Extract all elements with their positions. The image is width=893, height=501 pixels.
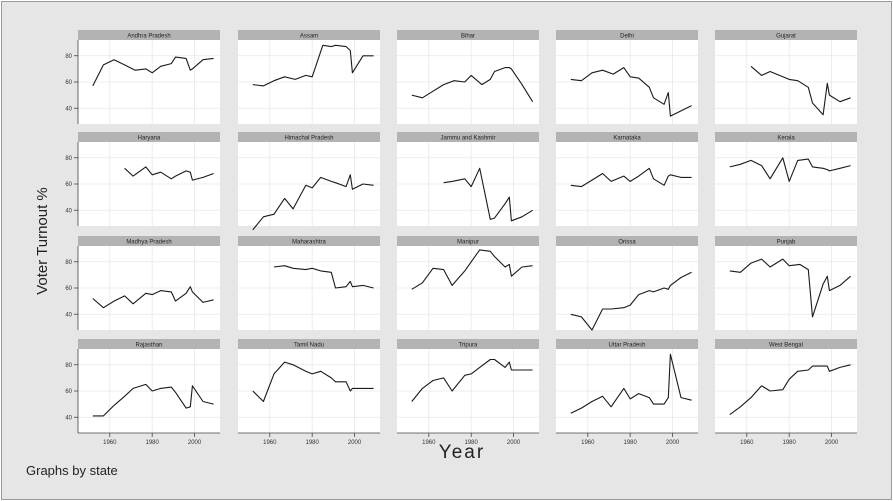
panel-title: Bihar <box>461 34 475 40</box>
x-tick-label: 2000 <box>348 440 362 446</box>
y-tick-label: 40 <box>65 415 72 421</box>
panel-title: Gujarat <box>776 34 796 40</box>
x-tick-label: 1960 <box>581 440 595 446</box>
x-tick-label: 1980 <box>145 440 159 446</box>
graphs-by-note: Graphs by state <box>26 463 118 478</box>
y-tick-label: 40 <box>65 312 72 318</box>
panel-title: Orissa <box>618 240 636 246</box>
series-line <box>570 167 692 188</box>
x-tick-label: 1960 <box>422 440 436 446</box>
panel-title: Manipur <box>457 240 479 246</box>
panel-title: Andhra Pradesh <box>127 34 170 40</box>
series-line <box>92 286 214 309</box>
panel-strip <box>397 339 539 349</box>
y-tick-label: 40 <box>65 208 72 214</box>
y-tick-label: 60 <box>65 286 72 292</box>
x-axis-label: Year <box>438 442 486 463</box>
x-tick-label: 1980 <box>464 440 478 446</box>
panel-title: Jammu and Kashmir <box>440 136 495 142</box>
panel-strip <box>715 30 857 40</box>
series-line <box>252 361 374 403</box>
x-tick-label: 1960 <box>740 440 754 446</box>
y-tick-label: 80 <box>65 54 72 60</box>
y-tick-label: 60 <box>65 80 72 86</box>
panel-strip <box>78 339 220 349</box>
panel-title: West Bengal <box>769 343 803 349</box>
panel-strip <box>238 236 380 246</box>
panel-strip <box>397 132 539 142</box>
panel-strip <box>556 236 698 246</box>
panel-title: Kerala <box>777 136 795 142</box>
x-tick-label: 1960 <box>103 440 117 446</box>
y-tick-label: 60 <box>65 389 72 395</box>
panel-title: Karnataka <box>613 136 641 142</box>
series-line <box>411 67 534 102</box>
x-tick-label: 2000 <box>188 440 202 446</box>
panel-title: Rajasthan <box>135 343 162 349</box>
panel-title: Uttar Pradesh <box>608 343 645 349</box>
series-line <box>570 353 692 414</box>
panel-title: Maharashtra <box>292 240 326 246</box>
series-line <box>92 383 214 417</box>
y-tick-label: 80 <box>65 156 72 162</box>
panel-strip <box>238 339 380 349</box>
panel-title: Haryana <box>138 136 161 142</box>
panel-strip <box>556 30 698 40</box>
panel-strip <box>238 30 380 40</box>
y-tick-label: 40 <box>65 106 72 112</box>
x-tick-label: 1980 <box>305 440 319 446</box>
series-line <box>443 167 533 222</box>
panel-title: Punjab <box>777 240 796 246</box>
y-tick-label: 80 <box>65 260 72 266</box>
y-tick-label: 80 <box>65 363 72 369</box>
panel-strip <box>715 236 857 246</box>
panel-title: Madhya Pradesh <box>126 240 171 246</box>
x-tick-label: 1980 <box>623 440 637 446</box>
x-tick-label: 2000 <box>825 440 839 446</box>
panel-title: Tamil Nadu <box>294 343 324 349</box>
x-tick-label: 2000 <box>507 440 521 446</box>
panel-strip <box>78 30 220 40</box>
series-line <box>411 249 533 290</box>
series-line <box>92 56 214 87</box>
x-tick-label: 1960 <box>263 440 277 446</box>
series-line <box>729 364 851 416</box>
y-axis-label: Voter Turnout % <box>34 187 51 295</box>
series-line <box>570 67 692 117</box>
series-line <box>729 258 851 318</box>
panel-strip <box>556 132 698 142</box>
series-line <box>570 271 692 331</box>
panel-strip <box>78 236 220 246</box>
x-tick-label: 1980 <box>782 440 796 446</box>
y-tick-label: 60 <box>65 182 72 188</box>
panel-title: Himachal Pradesh <box>284 136 333 142</box>
panel-strip <box>78 132 220 142</box>
panel-strip <box>397 30 539 40</box>
x-tick-label: 2000 <box>666 440 680 446</box>
panel-strip <box>715 132 857 142</box>
panel-title: Assam <box>300 34 318 40</box>
panel-strip <box>715 339 857 349</box>
panel-title: Delhi <box>620 34 634 40</box>
series-line <box>750 65 851 116</box>
panel-strip <box>238 132 380 142</box>
series-line <box>252 44 374 87</box>
panel-strip <box>556 339 698 349</box>
panel-title: Tripura <box>459 343 478 349</box>
panel-strip <box>397 236 539 246</box>
series-line <box>252 174 374 231</box>
series-line <box>729 157 851 182</box>
series-line <box>124 166 214 181</box>
series-line <box>411 358 533 402</box>
series-line <box>273 265 374 289</box>
